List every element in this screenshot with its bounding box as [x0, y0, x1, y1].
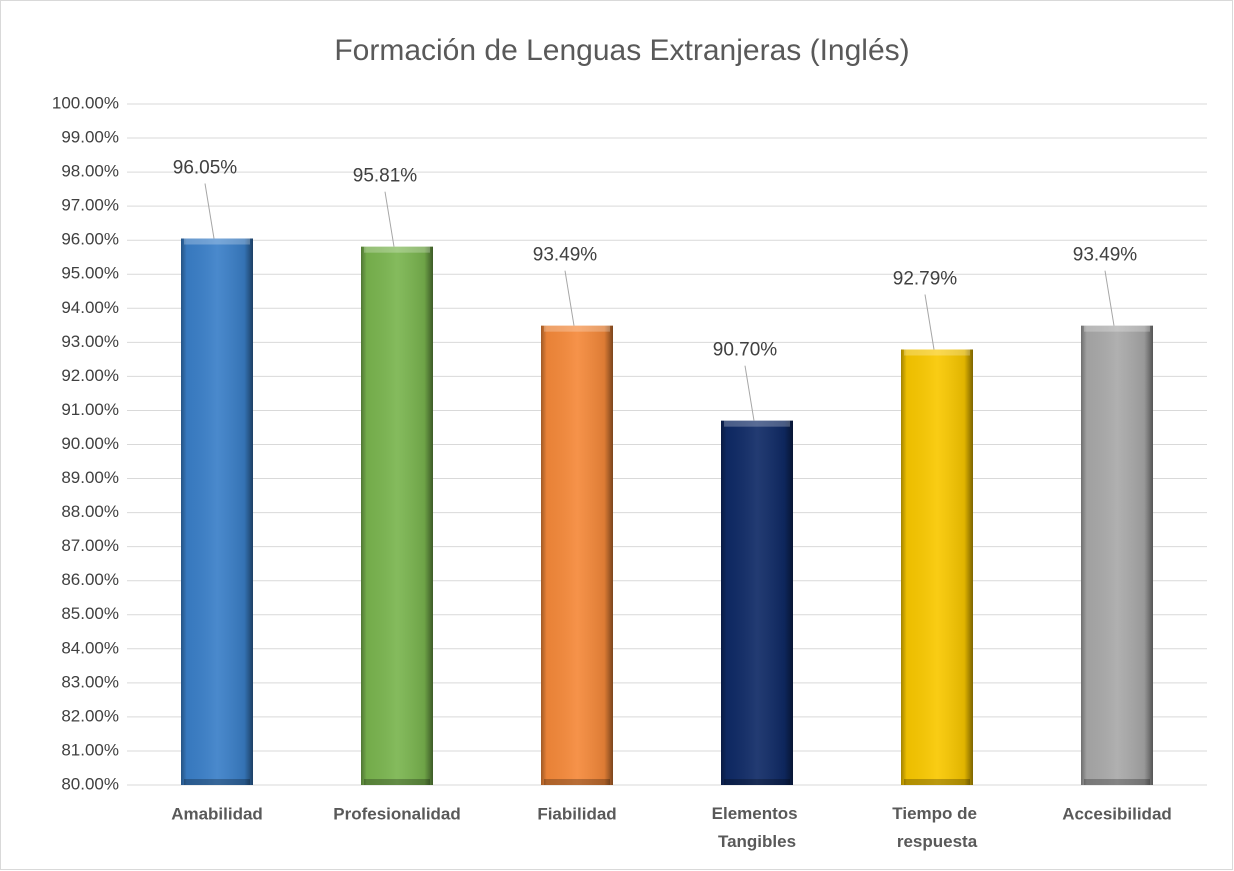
bar-bevel-top: [364, 246, 430, 253]
y-tick-label: 88.00%: [61, 502, 119, 521]
data-label: 92.79%: [893, 269, 958, 290]
y-tick-label: 82.00%: [61, 706, 119, 725]
leader-line: [924, 294, 935, 350]
bar-shade: [361, 246, 433, 785]
y-tick-label: 98.00%: [61, 162, 119, 181]
y-tick-label: 86.00%: [61, 570, 119, 589]
y-tick-label: 87.00%: [61, 536, 119, 555]
bar-shade: [181, 238, 253, 785]
y-tick-label: 95.00%: [61, 264, 119, 283]
bar-bevel-top: [904, 349, 970, 356]
bar-bevel-bottom: [364, 779, 430, 785]
y-tick-label: 89.00%: [61, 468, 119, 487]
data-label: 96.05%: [173, 158, 238, 179]
x-tick-label: Fiabilidad: [537, 804, 616, 823]
bar-bevel-top: [184, 238, 250, 245]
x-tick-label: Tiempo de respuesta: [892, 804, 981, 851]
y-tick-label: 93.00%: [61, 332, 119, 351]
bar-shade: [901, 349, 973, 785]
bar-bevel-bottom: [724, 779, 790, 785]
x-tick-label: Accesibilidad: [1062, 804, 1172, 823]
data-label: 90.70%: [713, 340, 778, 361]
bar-bevel-top: [1084, 325, 1150, 332]
y-tick-label: 97.00%: [61, 196, 119, 215]
leader-line: [204, 183, 215, 239]
y-tick-label: 90.00%: [61, 434, 119, 453]
bar-shade: [541, 325, 613, 785]
y-tick-label: 92.00%: [61, 366, 119, 385]
bar-shade: [721, 420, 793, 785]
x-tick-label: Elementos Tangibles: [712, 804, 803, 851]
bar-bevel-bottom: [544, 779, 610, 785]
x-tick-label: Profesionalidad: [333, 804, 461, 823]
y-tick-label: 80.00%: [61, 774, 119, 793]
leader-line: [744, 365, 755, 421]
bar-bevel-bottom: [1084, 779, 1150, 785]
y-tick-label: 100.00%: [52, 93, 119, 112]
y-tick-label: 99.00%: [61, 128, 119, 147]
y-tick-label: 91.00%: [61, 400, 119, 419]
y-tick-label: 84.00%: [61, 638, 119, 657]
bar-bevel-bottom: [184, 779, 250, 785]
y-tick-label: 96.00%: [61, 230, 119, 249]
bar-bevel-top: [724, 420, 790, 427]
leader-line: [384, 191, 395, 247]
y-tick-label: 85.00%: [61, 604, 119, 623]
bar-bevel-bottom: [904, 779, 970, 785]
y-tick-label: 81.00%: [61, 740, 119, 759]
chart-title: Formación de Lenguas Extranjeras (Inglés…: [334, 34, 909, 67]
y-tick-label: 94.00%: [61, 298, 119, 317]
leader-line: [564, 270, 575, 326]
data-label: 93.49%: [1073, 245, 1138, 266]
y-tick-label: 83.00%: [61, 672, 119, 691]
data-label: 95.81%: [353, 166, 418, 187]
bar-bevel-top: [544, 325, 610, 332]
x-tick-label: Amabilidad: [171, 804, 263, 823]
bar-shade: [1081, 325, 1153, 785]
data-label: 93.49%: [533, 245, 598, 266]
leader-line: [1104, 270, 1115, 326]
